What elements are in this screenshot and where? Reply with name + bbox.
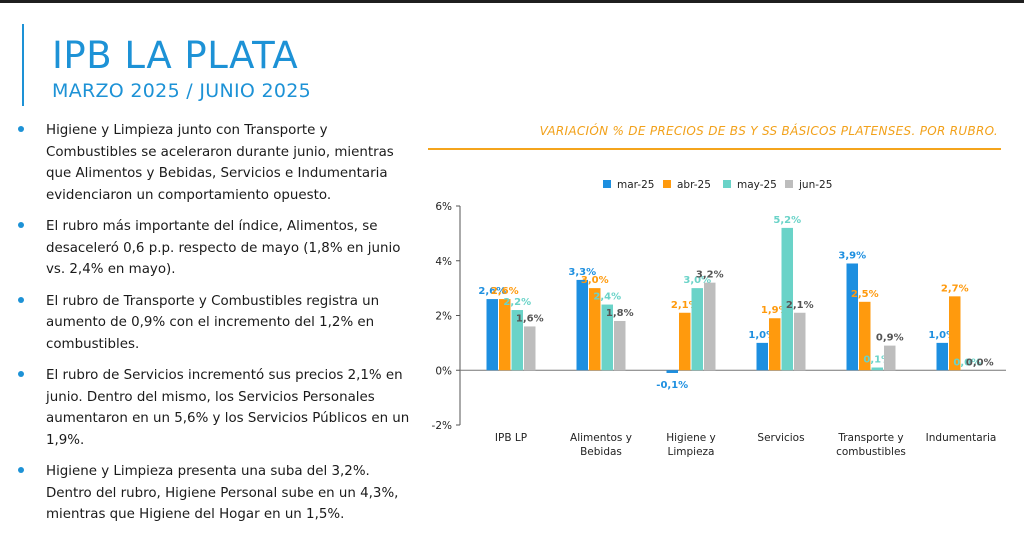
bar-mar-25-4: [846, 263, 858, 371]
bullet-text: El rubro de Servicios incrementó sus pre…: [46, 368, 410, 448]
bar-abr-25-4: [859, 301, 871, 371]
bar-mar-25-2: [666, 370, 678, 373]
data-label-jun-25-5: 0,0%: [966, 357, 994, 368]
slide-subtitle: MARZO 2025 / JUNIO 2025: [52, 80, 312, 102]
bar-jun-25-3: [794, 312, 806, 371]
data-label-abr-25-3: 1,9%: [761, 305, 789, 316]
bullet-text: Higiene y Limpieza presenta una suba del…: [46, 464, 399, 522]
bar-chart: mar-25 abr-25 may-25 jun-25-2%0%2%4%6%2,6%2…: [432, 179, 1006, 458]
data-label-mar-25-5: 1,0%: [928, 330, 956, 341]
data-label-jun-25-2: 3,2%: [696, 270, 724, 281]
bullet-dot-icon: [18, 371, 24, 377]
title-accent-line: [22, 24, 24, 106]
bar-mar-25-3: [756, 342, 768, 371]
legend-swatch-jun-25: [785, 180, 793, 188]
bar-jun-25-4: [884, 345, 896, 371]
data-label-mar-25-3: 1,0%: [748, 330, 776, 341]
bullet-dot-icon: [18, 467, 24, 473]
legend-label-jun-25: jun-25: [798, 179, 832, 191]
x-tick-label: Servicios: [757, 432, 804, 444]
data-label-mar-25-4: 3,9%: [838, 250, 866, 261]
bullet-item: El rubro de Servicios incrementó sus pre…: [18, 365, 418, 451]
x-tick-label: Alimentos y: [570, 432, 632, 444]
bullet-text: El rubro de Transporte y Combustibles re…: [46, 293, 380, 352]
bullet-text: El rubro más importante del índice, Alim…: [46, 219, 401, 277]
bullet-item: El rubro de Transporte y Combustibles re…: [18, 291, 418, 356]
y-tick-label: 6%: [435, 201, 452, 213]
data-label-abr-25-5: 2,7%: [941, 283, 969, 294]
chart-title-rule: [428, 148, 1001, 150]
data-label-may-25-2: 3,0%: [683, 275, 711, 286]
bullet-dot-icon: [18, 222, 24, 228]
data-label-abr-25-2: 2,1%: [671, 300, 699, 311]
y-tick-label: -2%: [432, 420, 452, 432]
y-tick-label: 4%: [435, 256, 452, 268]
bar-may-25-1: [601, 304, 613, 371]
bar-may-25-0: [511, 310, 523, 371]
y-tick-label: 2%: [435, 311, 452, 323]
bar-abr-25-3: [769, 318, 781, 371]
chart-title: VARIACIÓN % DE PRECIOS DE BS Y SS BÁSICO…: [539, 124, 998, 138]
bar-may-25-2: [691, 288, 703, 371]
bar-abr-25-0: [499, 299, 511, 371]
legend-label-abr-25: abr-25: [677, 179, 711, 191]
bar-jun-25-2: [704, 282, 716, 371]
bar-mar-25-1: [576, 279, 588, 371]
data-label-may-25-3: 5,2%: [773, 215, 801, 226]
data-label-may-25-4: 0,1%: [863, 355, 891, 366]
legend-label-may-25: may-25: [737, 179, 777, 191]
data-label-mar-25-1: 3,3%: [568, 267, 596, 278]
bar-jun-25-0: [524, 326, 536, 371]
bar-jun-25-1: [614, 320, 626, 371]
data-label-mar-25-2: -0,1%: [656, 380, 688, 391]
x-tick-label: combustibles: [836, 446, 906, 458]
data-label-may-25-1: 2,4%: [593, 292, 621, 303]
data-label-abr-25-1: 3,0%: [581, 275, 609, 286]
legend-swatch-abr-25: [663, 180, 671, 188]
data-label-abr-25-4: 2,5%: [851, 289, 879, 300]
bullet-list: Higiene y Limpieza junto con Transporte …: [18, 120, 418, 536]
legend-swatch-may-25: [723, 180, 731, 188]
x-tick-label: Higiene y: [666, 432, 716, 444]
data-label-may-25-0: 2,2%: [503, 297, 531, 308]
x-tick-label: IPB LP: [495, 432, 527, 444]
top-border: [0, 0, 1024, 3]
bar-may-25-4: [871, 367, 883, 371]
legend-swatch-mar-25: [603, 180, 611, 188]
slide-title: IPB LA PLATA: [52, 34, 299, 77]
y-tick-label: 0%: [435, 365, 452, 377]
bar-abr-25-1: [589, 288, 601, 371]
x-tick-label: Transporte y: [837, 432, 903, 444]
data-label-abr-25-0: 2,6%: [491, 286, 519, 297]
bar-abr-25-2: [679, 312, 691, 371]
bullet-item: Higiene y Limpieza junto con Transporte …: [18, 120, 418, 206]
bar-mar-25-0: [486, 299, 498, 371]
data-label-jun-25-4: 0,9%: [876, 333, 904, 344]
bullet-dot-icon: [18, 296, 24, 303]
data-label-jun-25-0: 1,6%: [516, 313, 544, 324]
data-label-jun-25-1: 1,8%: [606, 308, 634, 319]
bullet-text: Higiene y Limpieza junto con Transporte …: [46, 123, 394, 203]
bar-mar-25-5: [936, 342, 948, 371]
bar-may-25-3: [781, 227, 793, 371]
data-label-mar-25-0: 2,6%: [478, 286, 506, 297]
x-tick-label: Limpieza: [668, 446, 715, 458]
bullet-dot-icon: [18, 126, 24, 132]
data-label-jun-25-3: 2,1%: [786, 300, 814, 311]
legend-label-mar-25: mar-25: [617, 179, 654, 191]
x-tick-label: Bebidas: [580, 446, 622, 458]
data-label-may-25-5: 0,0%: [953, 357, 981, 368]
x-tick-label: Indumentaria: [926, 432, 997, 444]
bar-abr-25-5: [949, 296, 961, 371]
bullet-item: El rubro más importante del índice, Alim…: [18, 216, 418, 281]
bullet-item: Higiene y Limpieza presenta una suba del…: [18, 461, 418, 526]
